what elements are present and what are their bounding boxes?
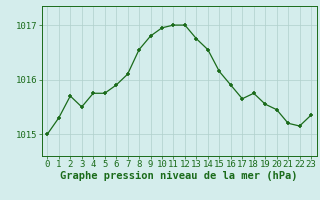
X-axis label: Graphe pression niveau de la mer (hPa): Graphe pression niveau de la mer (hPa) [60,171,298,181]
